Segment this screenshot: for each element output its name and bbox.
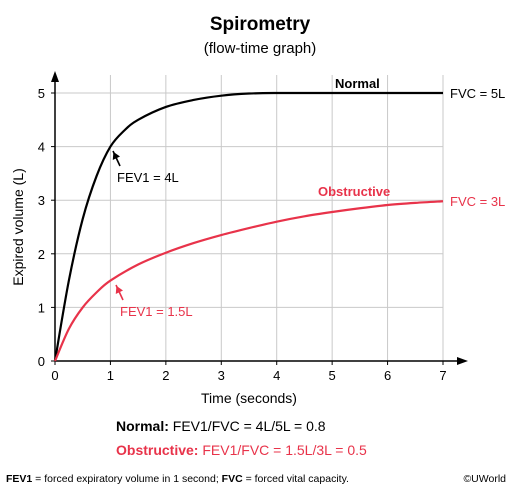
y-axis-label: Expired volume (L) (10, 168, 26, 286)
normal-ratio-text: FEV1/FVC = 4L/5L = 0.8 (168, 418, 326, 434)
grid-lines (55, 75, 444, 361)
normal-ratio: Normal: FEV1/FVC = 4L/5L = 0.8 (116, 418, 326, 434)
x-tick-label: 4 (273, 368, 280, 383)
footnote-fvc-term: FVC (221, 473, 243, 485)
normal-fev1-label: FEV1 = 4L (117, 170, 179, 185)
y-axis-arrow (51, 71, 59, 82)
y-tick-label: 1 (38, 300, 45, 315)
x-tick-label: 2 (162, 368, 169, 383)
x-tick-label: 1 (107, 368, 114, 383)
obstructive-series-label: Obstructive (318, 184, 390, 199)
x-tick-label: 7 (439, 368, 446, 383)
footnote-fvc-def: = forced vital capacity. (242, 473, 349, 485)
x-tick-label: 0 (51, 368, 58, 383)
obstructive-ratio-text: FEV1/FVC = 1.5L/3L = 0.5 (198, 442, 367, 458)
y-tick-label: 2 (38, 247, 45, 262)
normal-fev1-arrow-head (112, 151, 121, 160)
y-tick-label: 4 (38, 140, 45, 155)
obstructive-ratio-label: Obstructive: (116, 442, 199, 458)
x-tick-label: 5 (329, 368, 336, 383)
footnote: FEV1 = forced expiratory volume in 1 sec… (6, 473, 349, 485)
x-axis-label: Time (seconds) (201, 390, 297, 406)
annotations: Normal FVC = 5L FEV1 = 4L Obstructive FVC = … (112, 76, 505, 319)
x-tick-label: 3 (218, 368, 225, 383)
y-tick-label: 0 (38, 354, 45, 369)
footnote-fev1-def: = forced expiratory volume in 1 second; (32, 473, 222, 485)
normal-series-line (53, 91, 443, 362)
x-tick-label: 6 (384, 368, 391, 383)
axes (51, 71, 468, 365)
obstructive-fvc-label: FVC = 3L (450, 194, 505, 209)
tick-labels: 0 1 2 3 4 5 6 7 0 1 2 3 4 5 (38, 86, 447, 383)
copyright: ©UWorld (463, 473, 506, 485)
obstructive-fev1-arrow-head (115, 285, 124, 294)
y-tick-label: 3 (38, 193, 45, 208)
normal-fvc-label: FVC = 5L (450, 86, 505, 101)
obstructive-series-line (53, 200, 444, 362)
y-tick-label: 5 (38, 86, 45, 101)
obstructive-fev1-label: FEV1 = 1.5L (120, 304, 193, 319)
x-axis-arrow (457, 357, 468, 365)
series-lines (53, 91, 444, 362)
normal-series-label: Normal (335, 76, 380, 91)
spirometry-chart: 0 1 2 3 4 5 6 7 0 1 2 3 4 5 Normal FVC = 5L FEV1 = 4L Ob… (10, 71, 505, 406)
obstructive-ratio: Obstructive: FEV1/FVC = 1.5L/3L = 0.5 (116, 442, 367, 458)
chart-subtitle: (flow-time graph) (203, 40, 317, 57)
chart-title: Spirometry (209, 14, 311, 35)
footnote-fev1-term: FEV1 (6, 473, 33, 485)
normal-ratio-label: Normal: (116, 418, 169, 434)
